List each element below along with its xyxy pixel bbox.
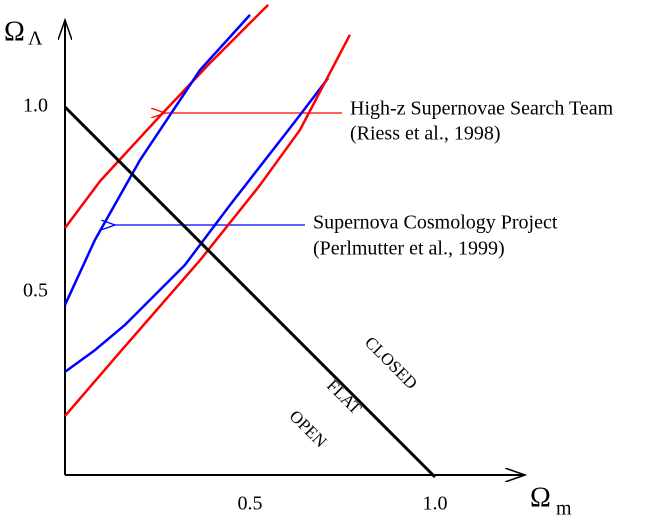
x-tick-label: 0.5 — [238, 493, 263, 515]
y-axis-label-subscript: Λ — [28, 28, 43, 50]
curve — [63, 105, 437, 479]
curve — [64, 34, 352, 417]
region-label: FLAT — [323, 376, 366, 419]
region-label: OPEN — [286, 406, 331, 451]
curve — [63, 14, 251, 306]
curve — [63, 3, 270, 229]
annotation: Supernova Cosmology Project — [313, 212, 558, 234]
x-tick-label: 1.0 — [423, 493, 448, 515]
y-tick-label: 0.5 — [23, 280, 48, 302]
x-axis-label: Ω — [530, 482, 551, 513]
annotation: High-z Supernovae Search Team — [350, 98, 614, 120]
annotation: (Riess et al., 1998) — [350, 123, 501, 145]
region-label: CLOSED — [361, 333, 421, 393]
y-tick-label: 1.0 — [23, 95, 48, 117]
annotation: (Perlmutter et al., 1999) — [313, 238, 505, 260]
curve — [64, 77, 330, 373]
y-axis-label: Ω — [4, 16, 25, 47]
x-axis-label-subscript: m — [556, 498, 572, 517]
